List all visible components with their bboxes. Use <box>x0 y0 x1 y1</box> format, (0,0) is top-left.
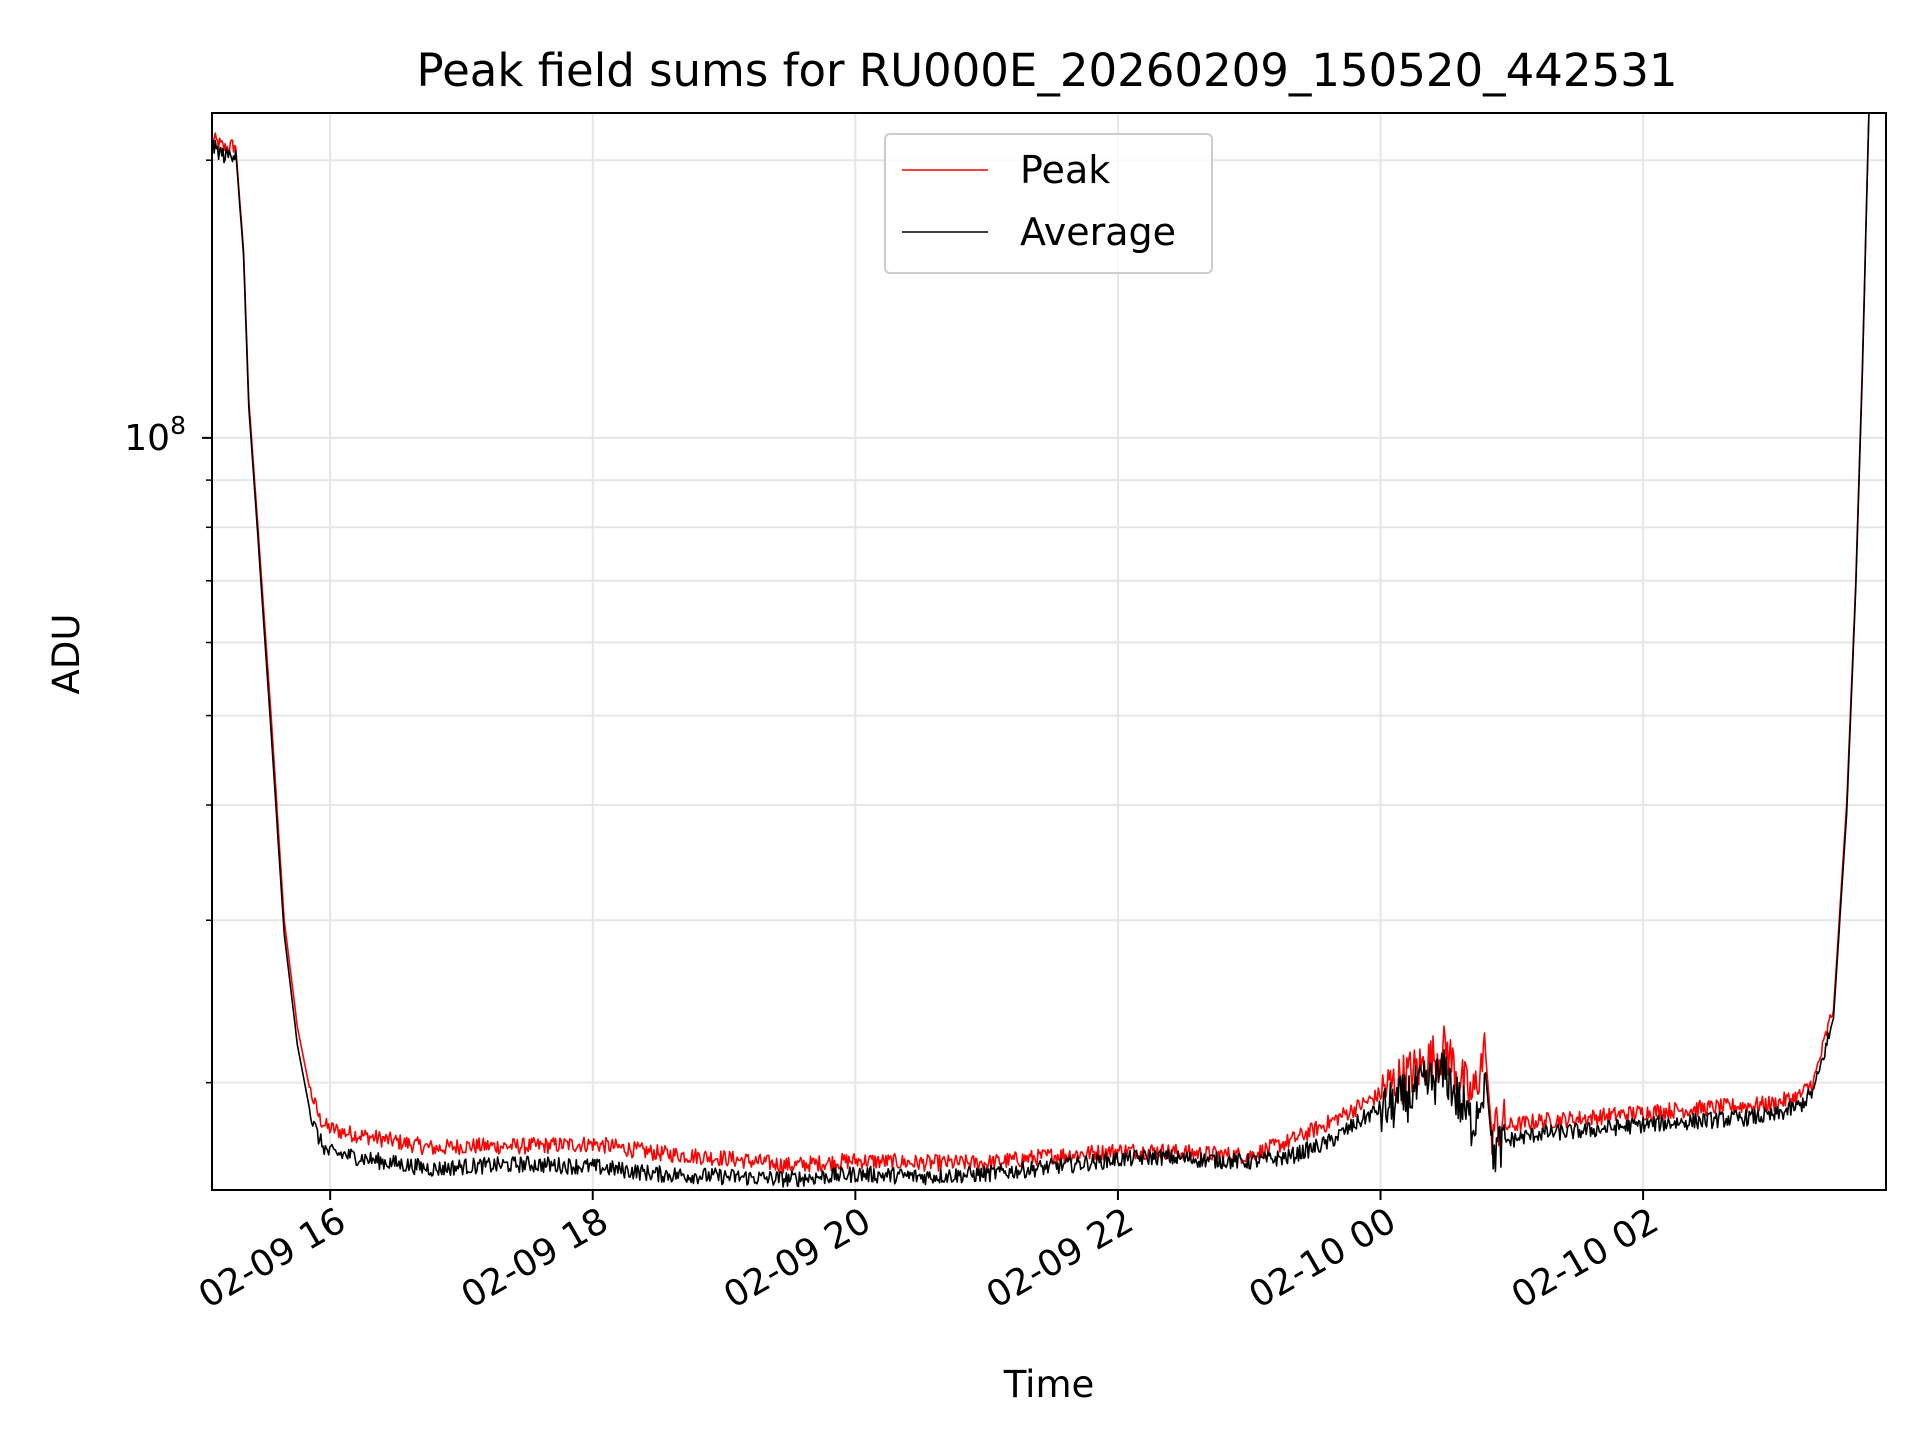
series-line-peak <box>212 113 1870 1174</box>
legend: Peak Average <box>884 133 1213 274</box>
legend-box <box>884 133 1213 274</box>
legend-average-label: Average <box>1020 210 1176 254</box>
y-axis-label: ADU <box>45 614 88 695</box>
legend-peak-label: Peak <box>1020 148 1110 192</box>
chart-title: Peak field sums for RU000E_20260209_1505… <box>417 44 1678 97</box>
series-layer <box>212 113 1870 1188</box>
plot-frame <box>211 112 1887 1191</box>
y-tick-label: 108 <box>124 411 186 459</box>
x-axis-label: Time <box>1003 1363 1095 1406</box>
series-line-average <box>212 113 1870 1188</box>
